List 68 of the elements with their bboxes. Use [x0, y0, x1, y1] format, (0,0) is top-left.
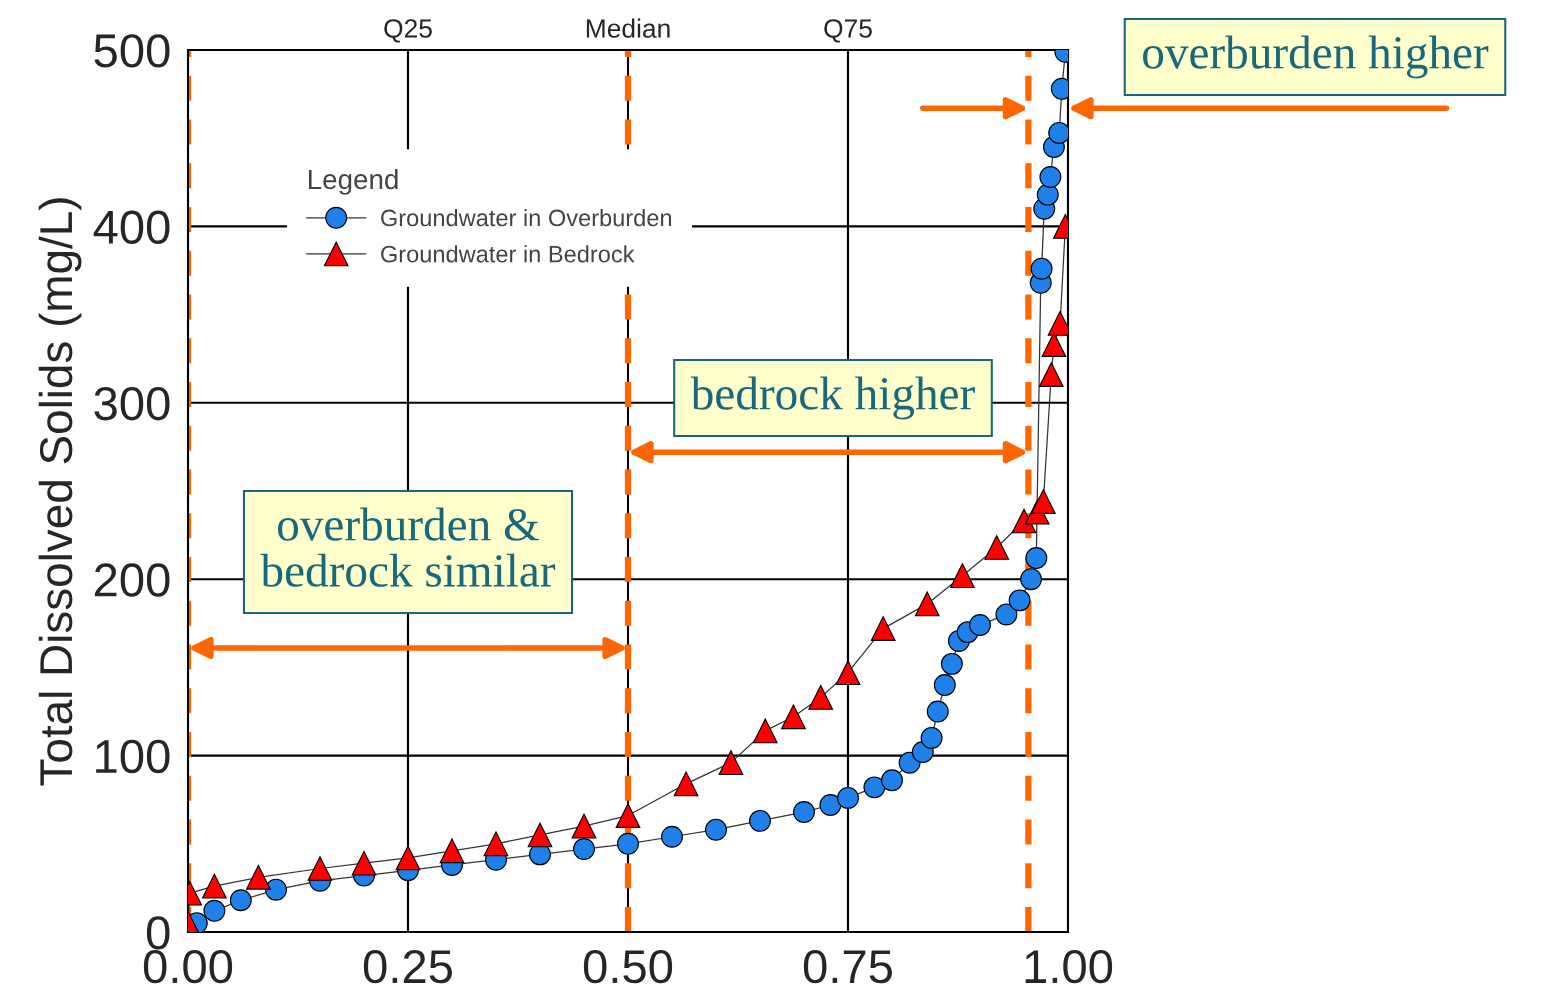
ref-line-label: Q25	[384, 19, 432, 43]
point	[920, 726, 943, 749]
point	[395, 845, 421, 871]
ref-line-label: Median	[586, 18, 670, 38]
point	[203, 899, 226, 922]
point	[571, 813, 597, 839]
ref-line-label: Q75	[824, 19, 872, 43]
point	[1030, 257, 1053, 280]
legend-label: Groundwater in Overburden	[381, 208, 672, 227]
point	[863, 776, 886, 799]
point	[749, 809, 771, 832]
y-tick-label: 300	[94, 386, 170, 421]
y-tick-label: 200	[94, 563, 170, 597]
point	[793, 801, 815, 824]
point	[483, 831, 509, 857]
point	[881, 769, 903, 792]
point	[527, 822, 553, 848]
text: overburden higher	[1143, 35, 1489, 79]
point	[837, 786, 859, 809]
point	[1025, 547, 1048, 570]
x-tick-label: 1.00	[1025, 949, 1113, 984]
annotation: bedrock higher	[690, 376, 975, 420]
x-tick-label: 0.00	[143, 949, 233, 984]
legend-label: Groundwater in Bedrock	[381, 245, 635, 263]
point	[439, 838, 465, 864]
point	[615, 803, 641, 828]
point	[933, 674, 956, 697]
point	[752, 718, 778, 744]
x-tick-label: 0.25	[363, 949, 452, 984]
point	[940, 652, 963, 675]
point	[661, 825, 683, 848]
point	[246, 864, 271, 890]
y-tick-label: 0	[146, 916, 170, 950]
point	[718, 750, 744, 776]
point	[705, 818, 727, 841]
y-axis-title: Total Dissolved Solids (mg/L)	[38, 198, 82, 786]
point	[1038, 362, 1064, 387]
point	[808, 685, 834, 710]
y-tick-label: 400	[93, 210, 170, 244]
annotation: overburden & bedrock similar	[260, 507, 556, 587]
point	[1036, 183, 1059, 206]
y-tick-label: 100	[96, 739, 170, 774]
x-tick-label: 0.75	[803, 949, 892, 984]
point	[835, 660, 861, 686]
point	[1030, 489, 1056, 514]
legend-title: Legend	[308, 168, 398, 195]
point	[351, 850, 377, 876]
point	[573, 838, 595, 861]
point	[950, 563, 975, 589]
point	[995, 603, 1018, 626]
point	[926, 700, 949, 723]
point	[229, 889, 252, 912]
point	[307, 856, 333, 881]
point	[617, 832, 639, 855]
point	[984, 535, 1010, 560]
point	[914, 591, 940, 617]
point	[265, 878, 287, 901]
x-tick-label: 0.50	[583, 949, 673, 984]
point	[673, 771, 699, 797]
y-tick-label: 500	[94, 34, 170, 68]
point	[202, 873, 227, 899]
point	[1008, 589, 1031, 612]
point	[819, 794, 842, 816]
point	[870, 616, 896, 641]
point	[969, 614, 991, 637]
point	[781, 704, 806, 730]
point	[1039, 166, 1062, 188]
point	[1020, 568, 1043, 591]
